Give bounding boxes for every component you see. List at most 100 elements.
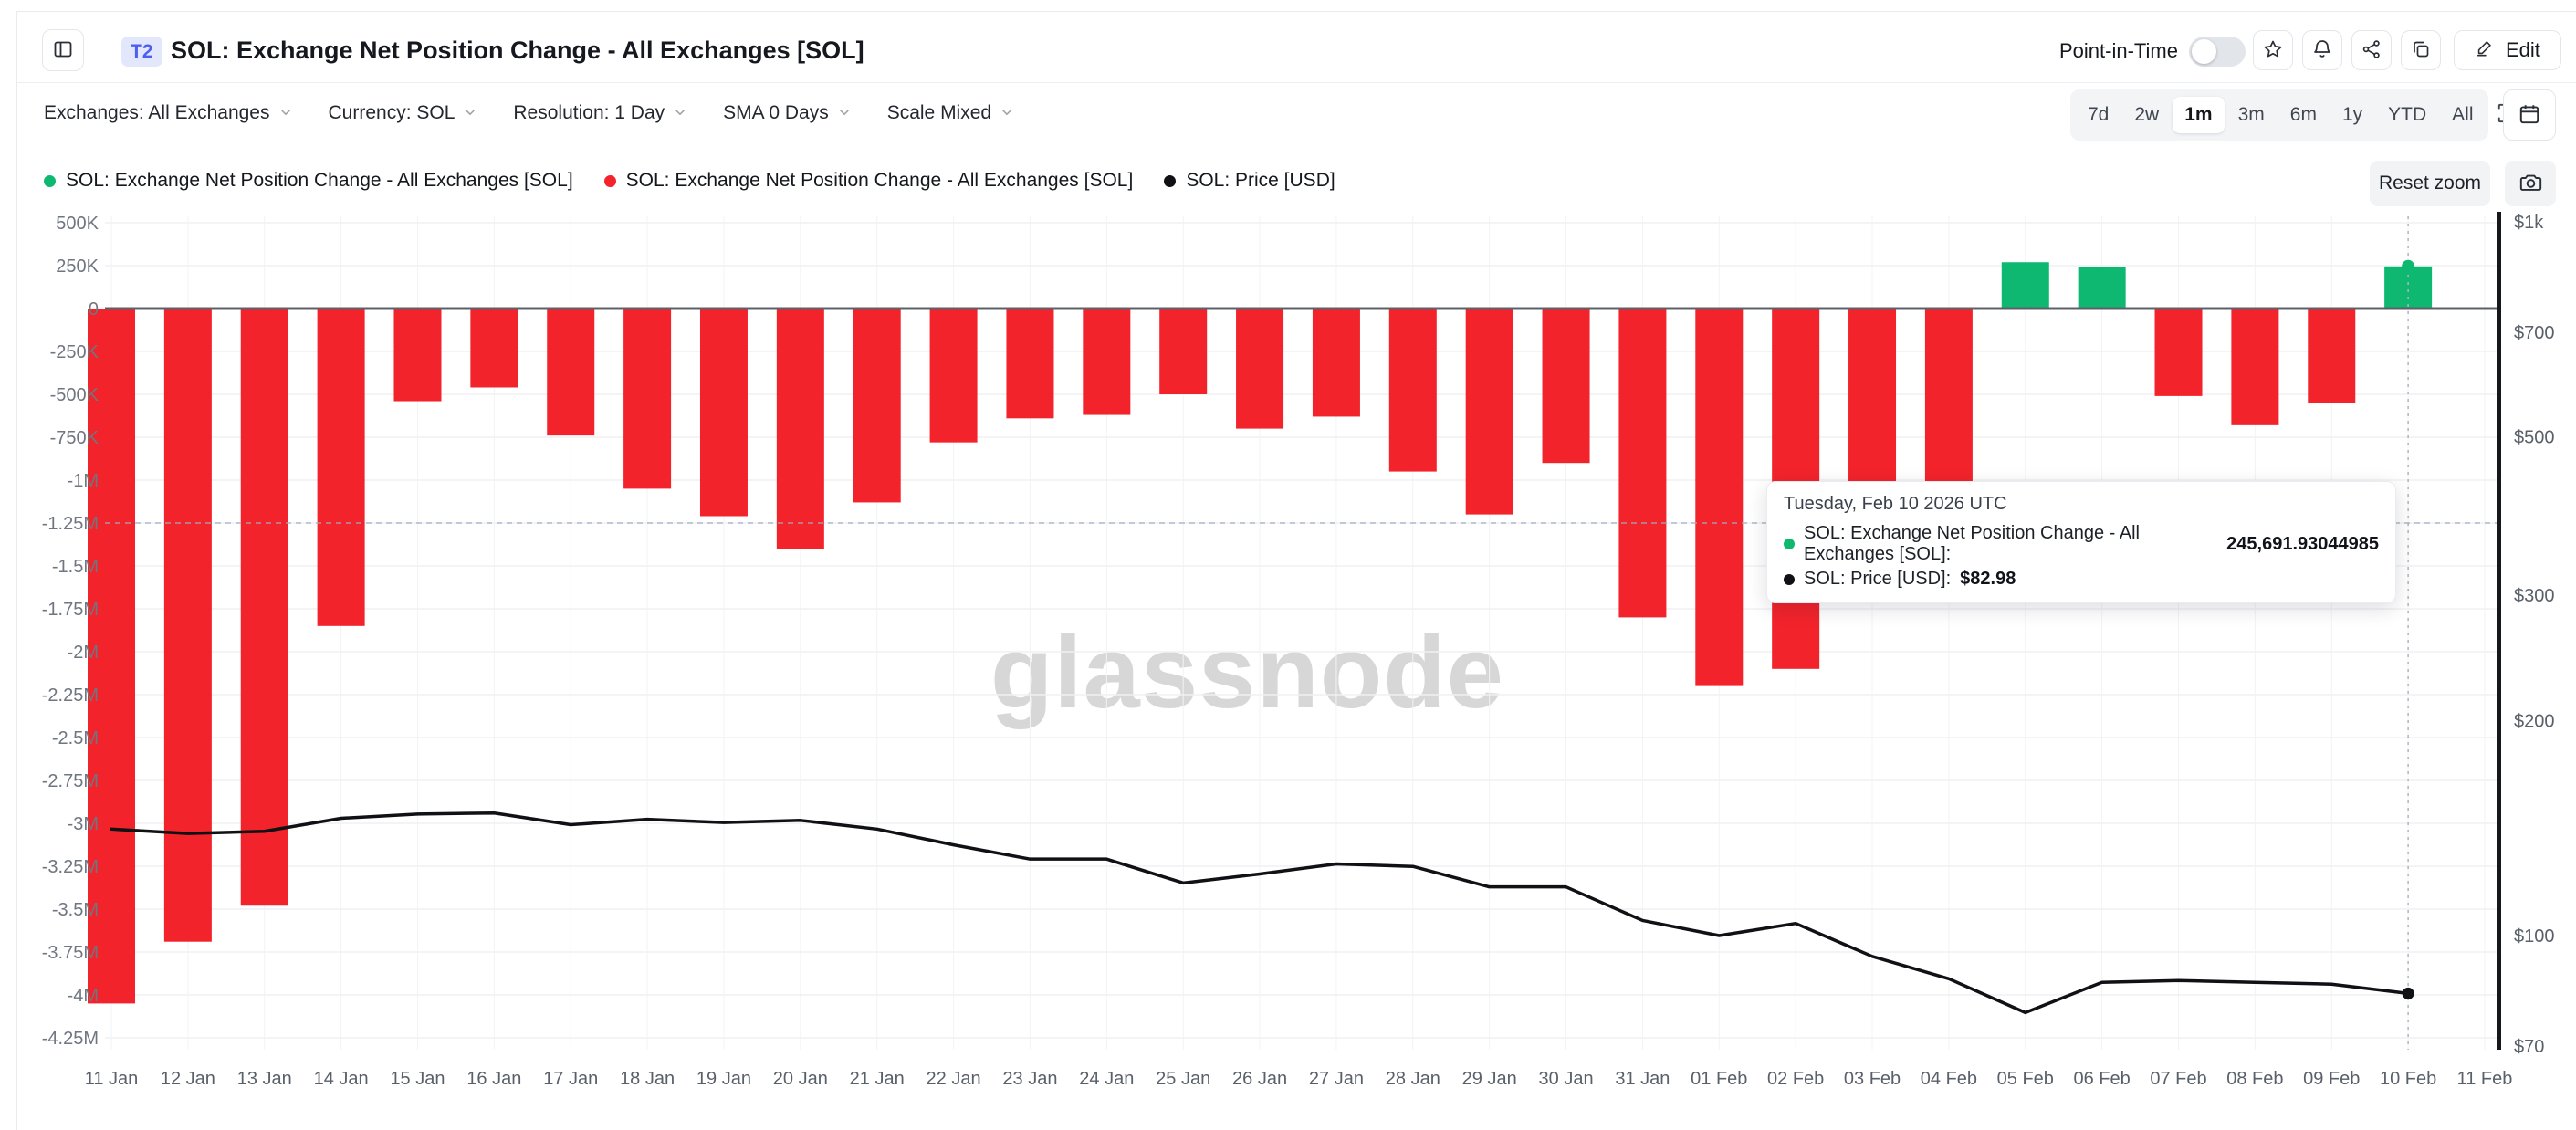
- legend-item-2[interactable]: SOL: Price [USD]: [1164, 170, 1335, 192]
- left-axis-tick: -4.25M: [42, 1029, 99, 1049]
- range-option-6m[interactable]: 6m: [2289, 104, 2317, 125]
- x-axis-tick: 10 Feb: [2380, 1069, 2436, 1089]
- left-axis-tick: -1M: [68, 471, 99, 491]
- tooltip-row-price: SOL: Price [USD]: $82.98: [1784, 569, 2379, 590]
- chevron-down-icon: [838, 102, 851, 124]
- screenshot-button[interactable]: [2505, 161, 2556, 206]
- bar-27-Jan: [1312, 309, 1360, 417]
- x-axis-tick: 23 Jan: [1002, 1069, 1057, 1089]
- x-axis-tick: 15 Jan: [390, 1069, 445, 1089]
- right-axis-tick: $70: [2514, 1037, 2544, 1057]
- x-axis-tick: 21 Jan: [850, 1069, 905, 1089]
- left-axis-tick: 250K: [56, 256, 99, 277]
- sidebar-toggle-button[interactable]: [42, 29, 84, 71]
- bar-25-Jan: [1159, 309, 1208, 394]
- tooltip-row-label: SOL: Exchange Net Position Change - All …: [1804, 523, 2140, 564]
- filter-label: Resolution: 1 Day: [513, 102, 665, 123]
- bar-09-Feb: [2308, 309, 2356, 403]
- left-axis-tick: -750K: [50, 428, 99, 448]
- bell-icon: [2311, 38, 2333, 63]
- filter-label: SMA 0 Days: [723, 102, 829, 123]
- bar-22-Jan: [929, 309, 978, 443]
- time-range-selector: 7d 2w 1m 3m 6m 1y YTD All: [2070, 89, 2518, 141]
- right-axis-tick: $200: [2514, 712, 2555, 732]
- bar-21-Jan: [853, 309, 901, 503]
- x-axis-tick: 03 Feb: [1844, 1069, 1901, 1089]
- filter-label: Scale Mixed: [886, 102, 992, 123]
- bar-24-Jan: [1083, 309, 1131, 415]
- legend-item-0[interactable]: SOL: Exchange Net Position Change - All …: [44, 170, 573, 192]
- left-axis-tick: -2.25M: [42, 685, 99, 706]
- date-picker-button[interactable]: [2503, 89, 2556, 141]
- legend-dot: [44, 174, 56, 187]
- left-axis-tick: -2.75M: [42, 771, 99, 791]
- bar-28-Jan: [1388, 309, 1437, 472]
- filter-dropdown-3[interactable]: SMA 0 Days: [723, 102, 851, 131]
- left-axis-tick: -500K: [50, 385, 99, 405]
- legend-label: SOL: Exchange Net Position Change - All …: [66, 170, 573, 191]
- share-button[interactable]: [2351, 30, 2392, 70]
- range-option-7d[interactable]: 7d: [2088, 104, 2110, 125]
- share-icon: [2361, 38, 2382, 63]
- filter-dropdown-2[interactable]: Resolution: 1 Day: [513, 102, 687, 131]
- alerts-button[interactable]: [2302, 30, 2342, 70]
- legend-dot: [1164, 174, 1177, 187]
- duplicate-button[interactable]: [2401, 30, 2441, 70]
- x-axis-tick: 11 Feb: [2457, 1069, 2513, 1089]
- bar-13-Jan: [240, 309, 288, 906]
- left-axis-tick: -3M: [68, 814, 99, 834]
- bar-11-Jan: [88, 309, 135, 1004]
- bar-18-Jan: [623, 309, 672, 489]
- edit-button[interactable]: Edit: [2454, 30, 2561, 70]
- bar-29-Jan: [1465, 309, 1513, 515]
- right-axis-tick: $300: [2514, 586, 2555, 606]
- left-divider: [16, 11, 17, 1130]
- camera-icon: [2518, 170, 2543, 197]
- point-in-time-toggle[interactable]: [2189, 37, 2246, 67]
- bar-23-Jan: [1006, 309, 1054, 419]
- bar-26-Jan: [1236, 309, 1284, 429]
- filter-dropdown-4[interactable]: Scale Mixed: [886, 102, 1014, 131]
- pencil-icon: [2475, 37, 2495, 63]
- range-option-1y[interactable]: 1y: [2341, 104, 2363, 125]
- x-axis-tick: 19 Jan: [696, 1069, 751, 1089]
- price-line: [110, 811, 2410, 1015]
- left-axis-tick: -3.25M: [42, 857, 99, 877]
- top-divider: [16, 11, 2576, 12]
- favorite-button[interactable]: [2253, 30, 2293, 70]
- range-option-all[interactable]: All: [2452, 104, 2474, 125]
- range-option-3m[interactable]: 3m: [2237, 104, 2265, 125]
- tooltip-row-value: 245,691.93044985: [2226, 533, 2379, 554]
- left-axis-tick: -1.25M: [42, 514, 99, 534]
- page-title: SOL: Exchange Net Position Change - All …: [171, 37, 864, 64]
- range-option-1m[interactable]: 1m: [2173, 97, 2225, 133]
- x-axis-tick: 13 Jan: [237, 1069, 292, 1089]
- bar-17-Jan: [547, 309, 595, 436]
- legend-item-1[interactable]: SOL: Exchange Net Position Change - All …: [603, 170, 1134, 192]
- tooltip-row-value: $82.98: [1960, 569, 2016, 589]
- x-axis-tick: 16 Jan: [466, 1069, 521, 1089]
- right-axis-tick: $1k: [2514, 213, 2544, 233]
- legend-label: SOL: Exchange Net Position Change - All …: [625, 170, 1134, 191]
- range-option-2w[interactable]: 2w: [2134, 104, 2160, 125]
- left-axis-tick: -4M: [68, 986, 99, 1006]
- bar-04-Feb: [1924, 309, 1973, 484]
- left-axis-tick: -3.5M: [52, 900, 99, 920]
- x-axis-tick: 17 Jan: [543, 1069, 598, 1089]
- x-axis-tick: 27 Jan: [1309, 1069, 1364, 1089]
- x-axis-tick: 01 Feb: [1691, 1069, 1747, 1089]
- bar-14-Jan: [317, 309, 365, 626]
- left-axis-tick: -1.5M: [52, 557, 99, 577]
- filter-dropdown-0[interactable]: Exchanges: All Exchanges: [44, 102, 292, 131]
- reset-zoom-label: Reset zoom: [2378, 173, 2482, 194]
- range-option-ytd[interactable]: YTD: [2388, 104, 2427, 125]
- left-axis-tick: 0: [89, 299, 99, 319]
- chevron-down-icon: [1000, 102, 1013, 124]
- right-axis-tick: $700: [2514, 323, 2555, 343]
- reset-zoom-button[interactable]: Reset zoom: [2370, 161, 2490, 206]
- left-axis-tick: -3.75M: [42, 943, 99, 963]
- x-axis-tick: 31 Jan: [1615, 1069, 1670, 1089]
- chart-settings-bar: Exchanges: All Exchanges Currency: SOL Res…: [44, 102, 1014, 131]
- filter-dropdown-1[interactable]: Currency: SOL: [328, 102, 477, 131]
